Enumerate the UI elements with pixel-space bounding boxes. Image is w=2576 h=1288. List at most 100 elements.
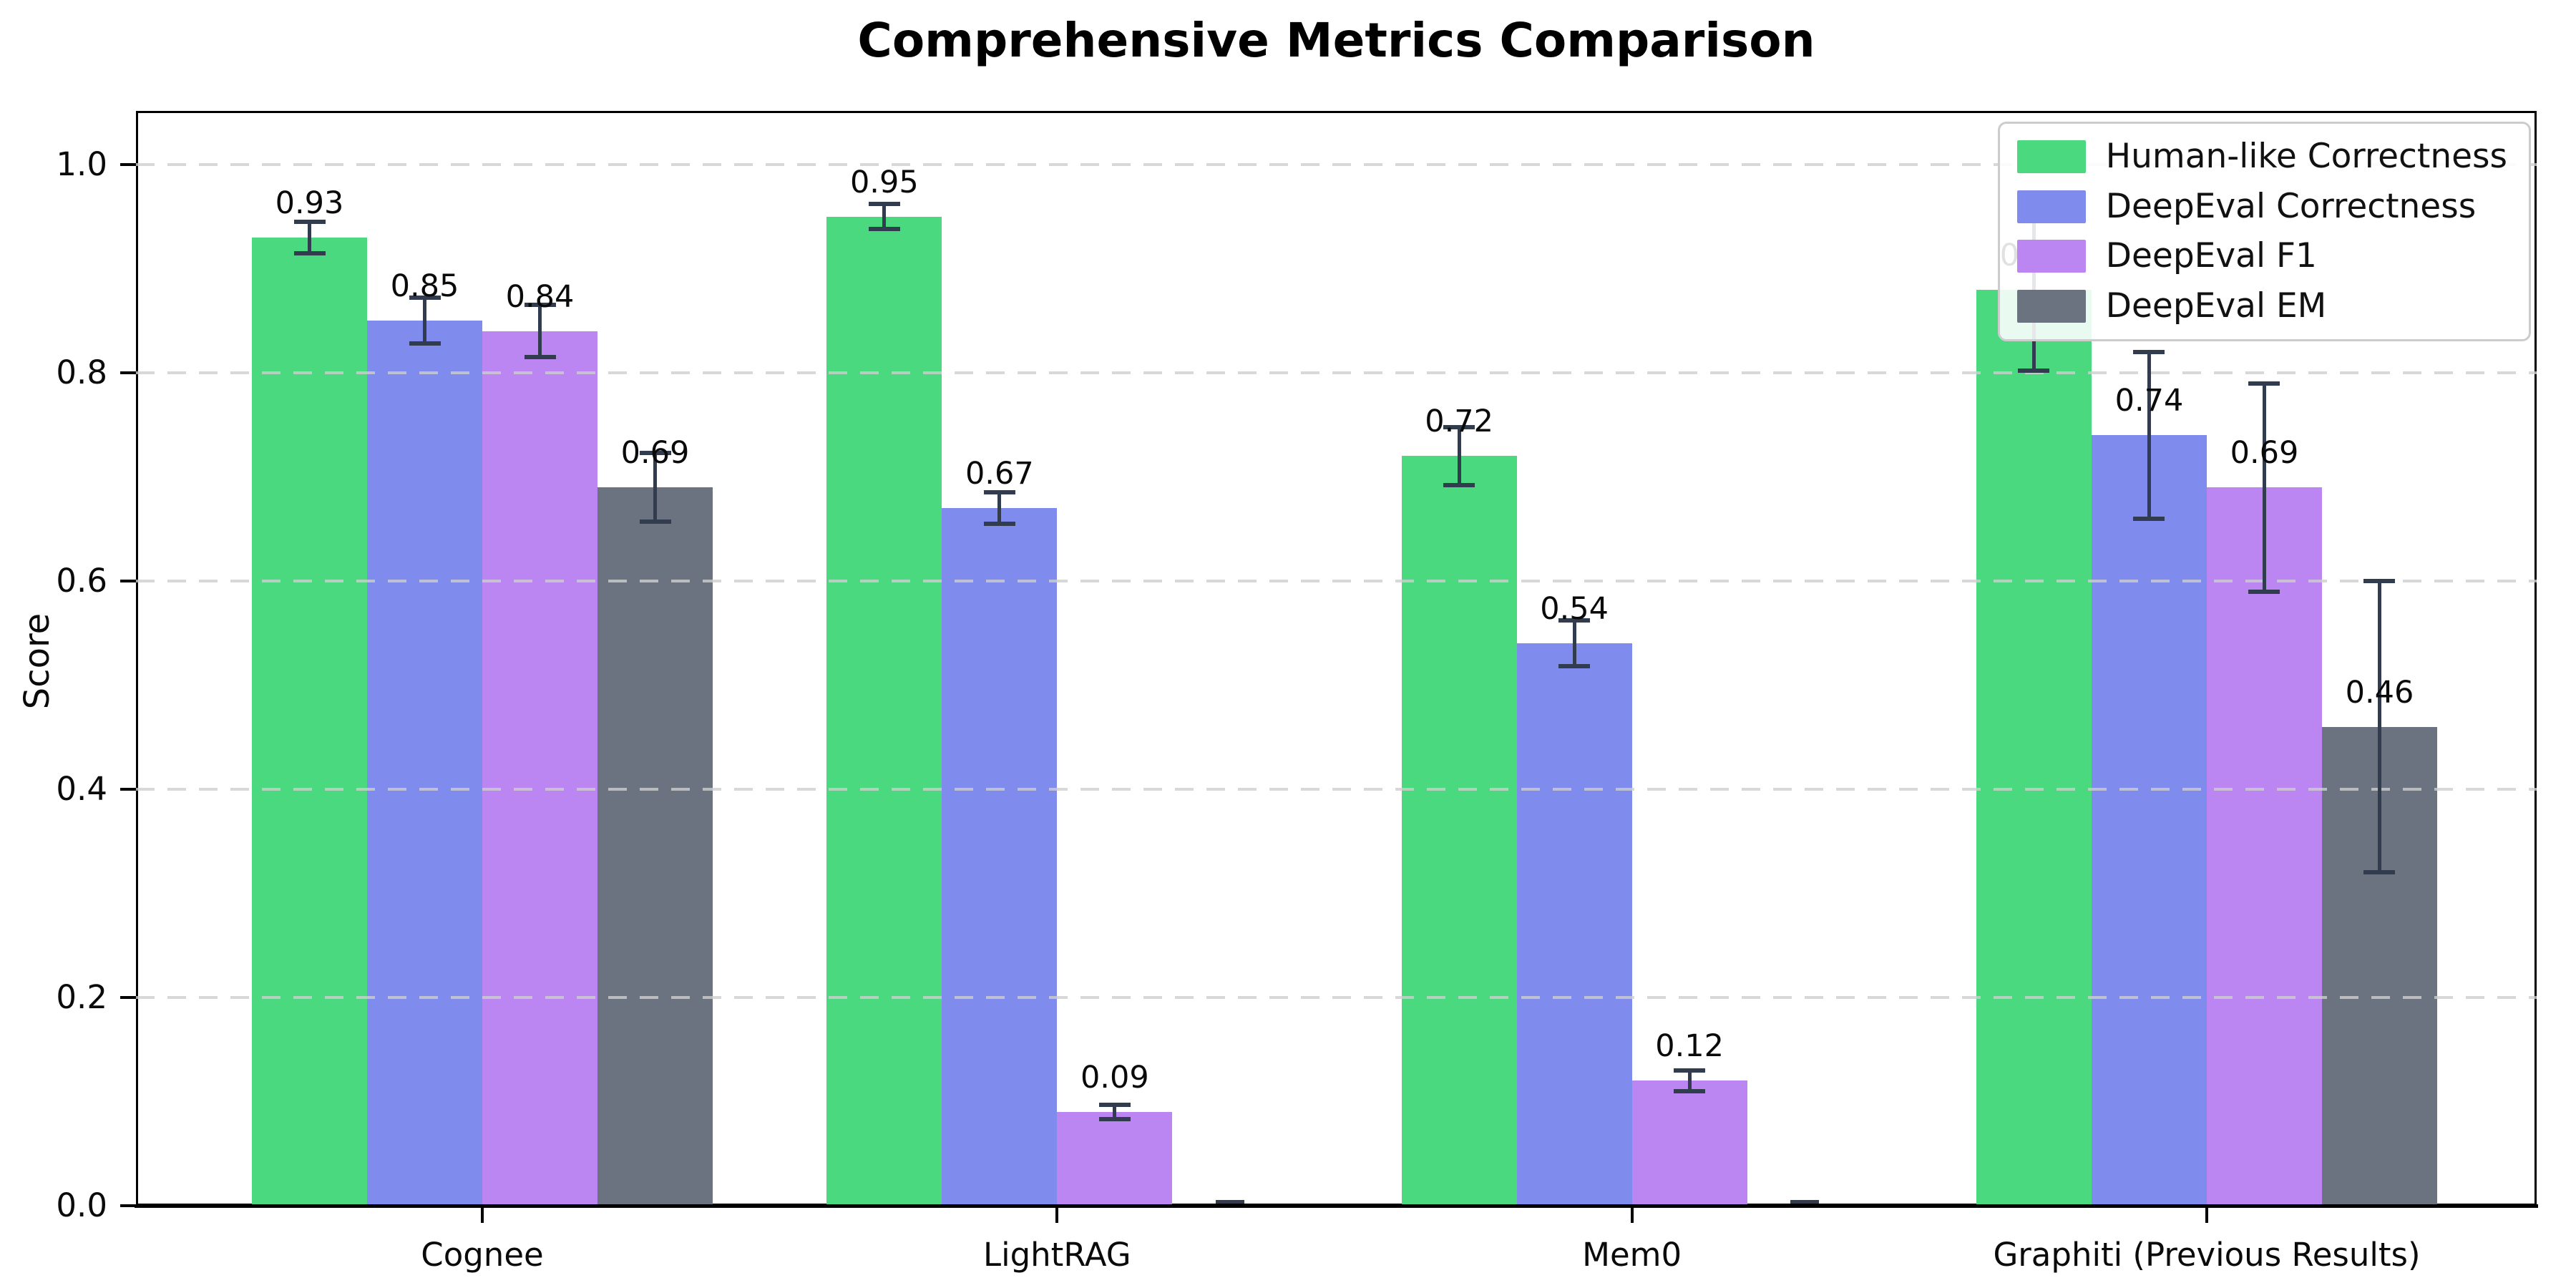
gridline (136, 580, 2537, 582)
bar (1631, 1080, 1747, 1206)
error-bar-cap (524, 355, 556, 360)
value-label: 0.67 (965, 456, 1034, 492)
error-bar-cap (983, 490, 1015, 495)
error-bar-cap (2018, 369, 2050, 374)
error-bar-cap (868, 202, 900, 207)
error-bar (882, 204, 887, 230)
y-tick-label: 1.0 (56, 145, 107, 183)
error-bar (308, 222, 311, 253)
bar (597, 487, 713, 1206)
value-label: 0.12 (1655, 1028, 1724, 1065)
value-label: 0.09 (1080, 1060, 1149, 1096)
error-bar-cap (2363, 870, 2396, 875)
x-axis-line (135, 1204, 2538, 1208)
legend-swatch (2016, 190, 2086, 223)
error-bar-cap (1790, 1200, 1820, 1204)
value-label: 0.69 (620, 435, 690, 472)
x-tick-label: Graphiti (Previous Results) (1993, 1236, 2421, 1274)
value-label: 0.46 (2345, 674, 2414, 711)
error-bar-cap (1558, 664, 1591, 669)
legend-swatch (2016, 140, 2086, 173)
bar (1976, 289, 2092, 1206)
error-bar (1687, 1070, 1692, 1091)
error-bar-cap (868, 227, 900, 232)
y-tick-mark (120, 788, 136, 791)
error-bar-cap (293, 220, 326, 225)
value-label: 0.95 (849, 164, 919, 200)
y-tick-label: 0.0 (56, 1186, 107, 1224)
y-tick-label: 0.4 (56, 770, 107, 808)
y-tick-mark (120, 371, 136, 374)
bar (2206, 487, 2322, 1206)
x-tick-mark (1630, 1206, 1634, 1223)
bar (1057, 1112, 1173, 1206)
error-bar (423, 298, 426, 344)
y-tick-label: 0.2 (56, 978, 107, 1016)
value-label: 0.85 (390, 268, 459, 305)
bar (1516, 643, 1632, 1206)
bar (252, 237, 367, 1206)
legend-item: DeepEval EM (2016, 286, 2507, 326)
y-tick-mark (120, 1204, 136, 1207)
bar (942, 508, 1058, 1206)
error-bar-cap (409, 296, 441, 301)
bar (1401, 456, 1517, 1206)
x-tick-mark (1055, 1206, 1059, 1223)
error-bar (2147, 351, 2151, 519)
legend-label: DeepEval Correctness (2105, 186, 2477, 226)
legend-swatch (2016, 289, 2086, 323)
error-bar (1113, 1104, 1117, 1120)
error-bar-cap (2133, 516, 2165, 521)
gridline (136, 996, 2537, 999)
y-tick-mark (120, 580, 136, 582)
error-bar-cap (1674, 1088, 1706, 1093)
error-bar-cap (2363, 579, 2396, 583)
value-label: 0.93 (275, 185, 344, 221)
y-axis-label: Score (17, 613, 57, 710)
error-bar-cap (1098, 1117, 1131, 1122)
error-bar-cap (2248, 381, 2280, 386)
value-label: 0.84 (505, 278, 575, 315)
legend-label: DeepEval EM (2105, 286, 2327, 326)
error-bar-cap (1443, 483, 1475, 488)
error-bar-cap (1098, 1102, 1131, 1107)
y-tick-mark (120, 163, 136, 166)
error-bar-cap (1215, 1200, 1244, 1204)
value-label: 0.54 (1540, 591, 1609, 628)
gridline (136, 371, 2537, 374)
gridline (136, 788, 2537, 791)
error-bar (538, 305, 542, 358)
error-bar (1457, 426, 1461, 486)
error-bar (2377, 581, 2381, 873)
bar (826, 216, 942, 1206)
error-bar-cap (639, 519, 671, 525)
error-bar-cap (2248, 589, 2280, 594)
legend-item: DeepEval F1 (2016, 238, 2507, 275)
error-bar-cap (524, 303, 556, 308)
chart-title: Comprehensive Metrics Comparison (857, 13, 1815, 68)
x-tick-mark (481, 1206, 484, 1223)
error-bar-cap (1443, 424, 1475, 429)
error-bar-cap (639, 451, 671, 456)
value-label: 0.72 (1425, 404, 1494, 440)
error-bar (2262, 383, 2266, 592)
bar (367, 321, 482, 1206)
legend-item: DeepEval Correctness (2016, 186, 2507, 226)
legend-item: Human-like Correctness (2016, 137, 2507, 176)
x-tick-label: LightRAG (983, 1236, 1131, 1274)
legend: Human-like Correctness DeepEval Correctne… (1997, 122, 2531, 341)
y-tick-label: 0.6 (56, 562, 107, 600)
x-tick-mark (2205, 1206, 2208, 1223)
error-bar-cap (2133, 349, 2165, 354)
value-label: 0.74 (2114, 383, 2184, 419)
error-bar-cap (1558, 618, 1591, 623)
y-tick-label: 0.8 (56, 353, 107, 391)
legend-label: Human-like Correctness (2105, 137, 2507, 176)
legend-swatch (2016, 240, 2086, 273)
error-bar (997, 492, 1002, 524)
bar (2091, 435, 2207, 1206)
error-bar-cap (1674, 1068, 1706, 1073)
y-tick-mark (120, 996, 136, 999)
x-tick-label: Cognee (421, 1236, 544, 1274)
value-label: 0.69 (2230, 435, 2299, 472)
